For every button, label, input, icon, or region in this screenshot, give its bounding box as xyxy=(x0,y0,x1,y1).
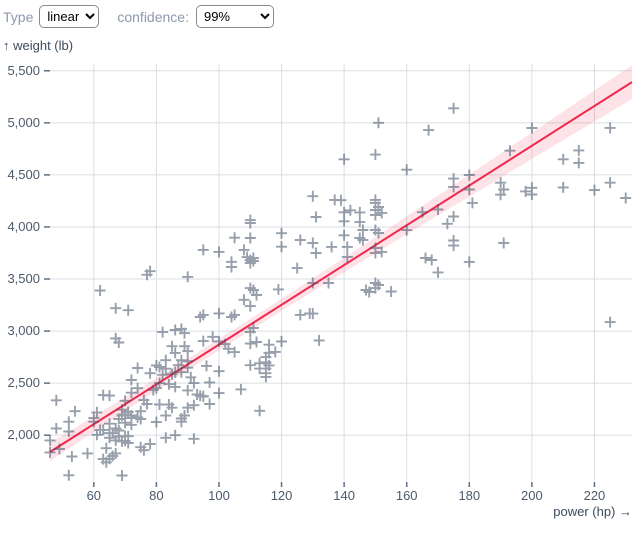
x-tick-label: 160 xyxy=(396,488,418,503)
y-tick-label: 4,000 xyxy=(7,219,40,234)
chart-generated: 60 80 100 120 140 160 180 200 220 2,000 2,500 3,000… xyxy=(7,63,633,503)
x-tick-label: 100 xyxy=(208,488,230,503)
x-tick-label: 180 xyxy=(458,488,480,503)
type-label: Type xyxy=(3,8,34,25)
y-tick-label: 3,000 xyxy=(7,323,40,338)
regression-line xyxy=(49,81,633,453)
x-tick-label: 200 xyxy=(521,488,543,503)
y-tick-label: 3,500 xyxy=(7,271,40,286)
confidence-select[interactable]: 99% xyxy=(195,5,274,28)
x-tick-label: 80 xyxy=(149,488,163,503)
y-tick-label: 5,500 xyxy=(7,63,40,78)
x-tick-label: 60 xyxy=(87,488,101,503)
x-tick-label: 140 xyxy=(333,488,355,503)
confidence-label: confidence: xyxy=(117,8,189,25)
controls-bar: Type linear confidence: 99% xyxy=(3,5,274,28)
type-select[interactable]: linear xyxy=(39,5,100,28)
x-tick-label: 120 xyxy=(271,488,293,503)
scatter-points xyxy=(44,102,632,481)
y-tick-label: 4,500 xyxy=(7,167,40,182)
confidence-band xyxy=(50,65,632,462)
x-tick-label: 220 xyxy=(584,488,606,503)
y-tick-label: 5,000 xyxy=(7,115,40,130)
weight-axis-title: ↑ weight (lb) xyxy=(3,38,74,53)
power-axis-title: power (hp) → xyxy=(553,504,632,519)
y-tick-label: 2,000 xyxy=(7,427,40,442)
y-tick-label: 2,500 xyxy=(7,375,40,390)
